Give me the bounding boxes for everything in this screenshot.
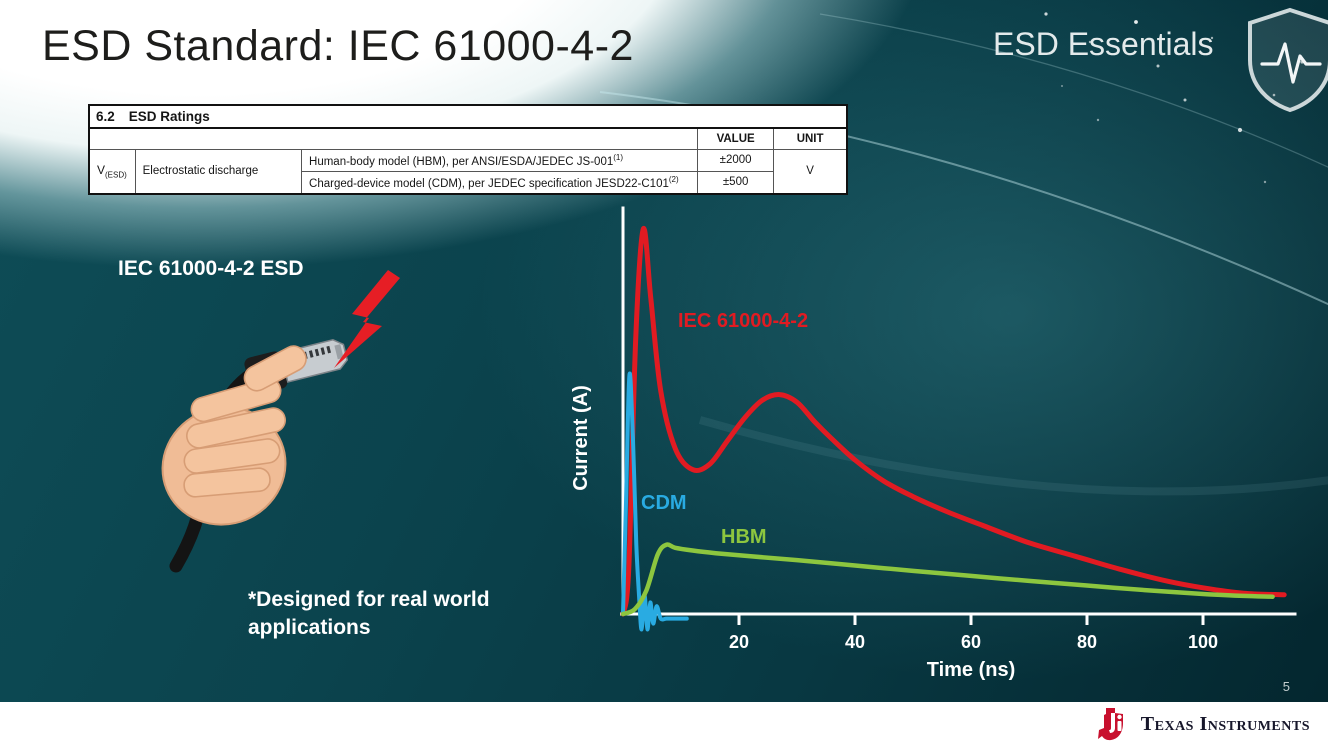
iec-esd-label: IEC 61000-4-2 ESD [118,257,304,280]
note-line-2: applications [248,616,371,639]
table-row-cdm: Charged-device model (CDM), per JEDEC sp… [89,170,847,195]
note-line-1: *Designed for real world [248,588,490,611]
series-curve-hbm [620,542,1275,617]
hbm-value-cell: ±2000 [697,149,775,172]
footer-bar: Texas Instruments [0,702,1328,746]
cdm-value-cell: ±500 [697,170,775,195]
table-row-hbm: V(ESD) Electrostatic discharge Human-bod… [88,148,848,195]
x-axis-title: Time (ns) [927,659,1016,681]
series-curve-iec-61000-4-2 [620,226,1287,617]
x-tick-label: 100 [1188,632,1218,652]
page-title: ESD Standard: IEC 61000-4-2 [42,22,634,70]
table-section-row: 6.2 ESD Ratings [89,105,847,129]
x-tick-label: 40 [845,632,865,652]
x-tick-label: 60 [961,632,981,652]
esd-ratings-table: 6.2 ESD Ratings VALUE UNIT V(ESD) Electro… [88,104,848,195]
ti-wordmark: Texas Instruments [1140,712,1310,735]
esd-waveform-chart: 20 40 60 80 100 Time (ns) Current (A) IEC 6100… [565,192,1328,702]
hbm-desc-cell: Human-body model (HBM), per ANSI/ESDA/JE… [301,149,699,172]
chart-canvas: 20 40 60 80 100 Time (ns) Current (A) [570,206,1297,681]
x-tick-label: 80 [1077,632,1097,652]
brand-title: ESD Essentials [993,26,1214,62]
param-label-cell: Electrostatic discharge [134,148,303,195]
curve-label-iec: IEC 61000-4-2 [678,310,809,332]
curve-label-hbm: HBM [721,526,767,548]
designed-note: *Designed for real world applications [248,586,490,642]
section-title: ESD Ratings [128,109,210,124]
hand-holding-hdmi-illustration [138,270,428,580]
section-number: 6.2 [96,109,115,124]
col-header-unit: UNIT [773,127,848,150]
col-header-value: VALUE [697,127,775,150]
page-number: 5 [1282,679,1290,694]
ti-logo: Texas Instruments [1097,707,1310,741]
x-tick-label: 20 [729,632,749,652]
cdm-desc-cell: Charged-device model (CDM), per JEDEC sp… [301,170,699,195]
param-cell: V(ESD) [88,148,136,195]
lightning-bolt-icon [334,270,400,368]
ti-logo-icon [1097,708,1123,741]
shield-pulse-icon [1248,7,1328,113]
unit-cell: V [773,148,848,195]
curve-label-cdm: CDM [641,492,687,514]
table-header-row: VALUE UNIT [88,127,848,150]
hand [161,345,307,526]
y-axis-title: Current (A) [570,385,592,491]
